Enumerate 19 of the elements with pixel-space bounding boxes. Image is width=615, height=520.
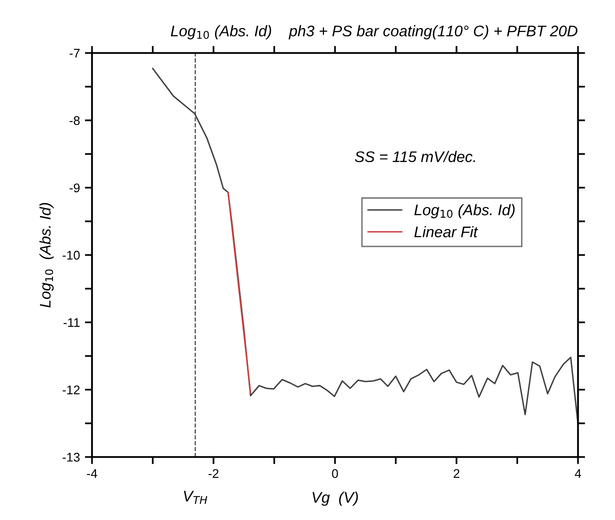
- x-tick-label: 0: [332, 469, 338, 478]
- x-axis-title: Vg (V): [312, 492, 358, 506]
- legend-label: Log$_{10}$ (Abs. Id): [414, 204, 515, 218]
- y-tick-label: -10: [62, 250, 80, 260]
- y-tick-label: -7: [70, 48, 80, 58]
- x-tick-label: 4: [574, 469, 582, 478]
- y-tick-label: -13: [62, 452, 80, 462]
- annotation: SS = 115 mV/dec.: [354, 150, 476, 162]
- y-tick-label: -8: [70, 116, 80, 125]
- y-axis-title: Log$_{10}$ (Abs. Id): [39, 203, 54, 308]
- x-tick-label: 2: [454, 469, 460, 478]
- legend-label: Linear Fit: [414, 226, 478, 238]
- y-tick-label: -11: [64, 318, 80, 327]
- x-tick-label: -2: [208, 469, 218, 478]
- y-tick-label: -9: [70, 183, 80, 192]
- y-tick-label: -12: [62, 385, 80, 394]
- chart-title: Log$_{10}$ (Abs. Id) ph3 + PS bar coating(110° C) + PFBT 20D: [170, 25, 578, 40]
- x-tick-label: -4: [87, 469, 98, 478]
- ref-line-label: V$_{TH}$: [184, 490, 208, 504]
